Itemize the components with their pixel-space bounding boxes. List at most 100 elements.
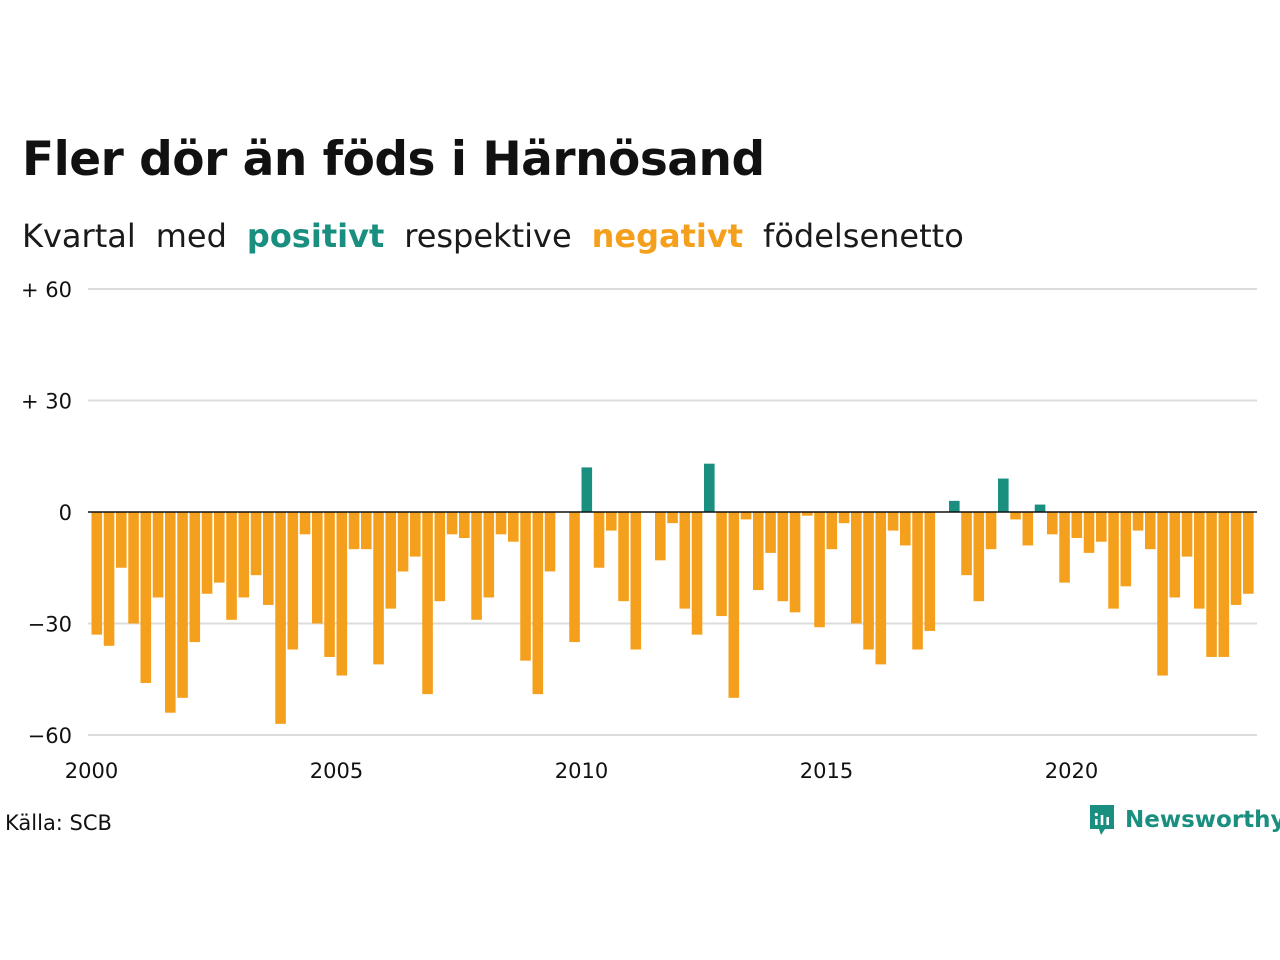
data-bar (1083, 512, 1095, 553)
data-bar (385, 512, 397, 609)
x-tick-label: 2000 (65, 759, 118, 783)
data-bar (1218, 512, 1230, 657)
data-bar (544, 512, 556, 572)
subtitle-negative-label: negativt (591, 217, 744, 255)
data-bar (569, 512, 580, 643)
data-bar (1157, 512, 1168, 676)
data-bar (116, 512, 127, 568)
data-bar (471, 512, 482, 620)
data-bar (434, 512, 446, 602)
data-bar (459, 512, 470, 539)
data-bar (483, 512, 495, 598)
data-bar (287, 512, 299, 650)
data-bar (1243, 512, 1254, 594)
subtitle-positive-label: positivt (246, 217, 385, 255)
data-bar (1145, 512, 1156, 550)
data-bar (1132, 512, 1144, 531)
data-bar (312, 512, 323, 624)
data-bar (214, 512, 225, 583)
subtitle-word: med (155, 217, 227, 255)
data-bar (508, 512, 519, 542)
data-bar (422, 512, 433, 695)
data-bar (765, 512, 776, 553)
data-bar (740, 512, 752, 520)
data-bar (924, 512, 936, 631)
data-bar (863, 512, 874, 650)
data-bar (299, 512, 311, 535)
data-bar (397, 512, 409, 572)
data-bar (581, 467, 593, 512)
data-bar (152, 512, 164, 598)
data-bar (814, 512, 825, 628)
data-bar (593, 512, 605, 568)
data-bar (998, 478, 1009, 512)
data-bar (949, 500, 960, 512)
data-bar (1181, 512, 1193, 557)
data-bar (1096, 512, 1107, 542)
chart-subtitle: Kvartal med positivt respektive negativt föde… (22, 217, 984, 255)
data-bar (887, 512, 899, 531)
data-bar (691, 512, 703, 635)
y-tick-label: + 30 (21, 390, 72, 414)
data-bar (1230, 512, 1242, 605)
source-note: Källa: SCB (5, 811, 112, 835)
subtitle-word: respektive (404, 217, 572, 255)
data-bar (1169, 512, 1181, 598)
data-bar (655, 512, 666, 561)
data-bar (618, 512, 629, 602)
data-bar (1108, 512, 1119, 609)
data-bar (275, 512, 286, 724)
chart-title: Fler dör än föds i Härnösand (22, 132, 765, 187)
data-bar (1047, 512, 1058, 535)
x-tick-label: 2020 (1045, 759, 1098, 783)
data-bar (1120, 512, 1132, 587)
data-bar (753, 512, 764, 591)
data-bar (838, 512, 850, 524)
data-bar (336, 512, 348, 676)
y-tick-label: −60 (28, 724, 72, 748)
data-bar (226, 512, 237, 620)
y-tick-label: 0 (59, 501, 72, 525)
y-tick-label: −30 (28, 613, 72, 637)
subtitle-word: födelsenetto (763, 217, 964, 255)
data-bar (777, 512, 789, 602)
data-bar (165, 512, 176, 713)
data-bar (103, 512, 115, 646)
data-bar (716, 512, 727, 617)
subtitle-word: Kvartal (22, 217, 136, 255)
data-bar (606, 512, 617, 531)
data-bar (875, 512, 887, 665)
newsworthy-logo-icon (1090, 805, 1114, 835)
data-bar (679, 512, 691, 609)
data-bar (263, 512, 274, 605)
data-bar (520, 512, 531, 661)
data-bar (1034, 504, 1046, 512)
data-bar (201, 512, 213, 594)
data-bar (91, 512, 103, 635)
data-bar (177, 512, 188, 698)
data-bar (704, 463, 715, 512)
data-bar (900, 512, 911, 546)
data-bar (140, 512, 152, 683)
data-bar (667, 512, 678, 524)
y-tick-label: + 60 (21, 278, 72, 302)
x-tick-label: 2010 (555, 759, 608, 783)
data-bar (961, 512, 972, 576)
data-bar (128, 512, 139, 624)
x-tick-label: 2005 (310, 759, 363, 783)
data-bar (1206, 512, 1217, 657)
data-bar (1071, 512, 1083, 539)
data-bar (250, 512, 262, 576)
brand: Newsworthy (1088, 803, 1280, 837)
data-bar (728, 512, 740, 698)
data-bar (1194, 512, 1205, 609)
data-bar (532, 512, 544, 695)
data-bar (238, 512, 250, 598)
data-bar (1010, 512, 1021, 520)
data-bar (630, 512, 642, 650)
data-bar (361, 512, 372, 550)
data-bar (495, 512, 507, 535)
data-bar (446, 512, 458, 535)
data-bar (789, 512, 801, 613)
